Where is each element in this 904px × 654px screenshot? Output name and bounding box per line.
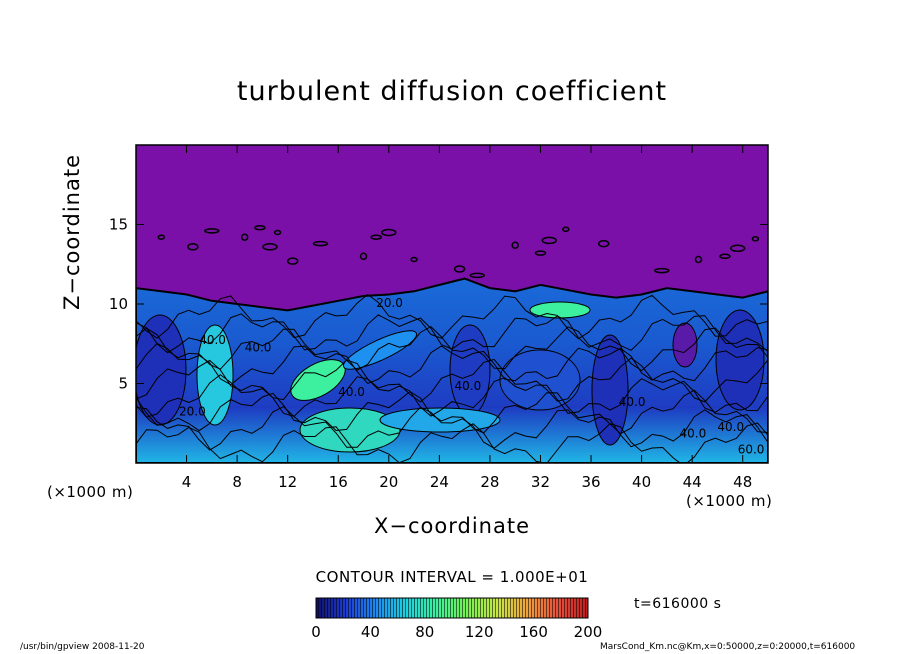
contour-label: 40.0 xyxy=(619,395,646,409)
colorbar-tick-label: 200 xyxy=(574,623,603,641)
y-axis-ticks: 5 10 15 xyxy=(109,216,768,393)
contour-speck xyxy=(729,244,746,253)
contour-speck xyxy=(694,255,703,264)
contour-line xyxy=(136,422,768,463)
contour-line xyxy=(136,405,768,451)
x-tick-label: 48 xyxy=(733,473,752,491)
y-tick-label: 5 xyxy=(118,375,128,393)
contour-label: 40.0 xyxy=(245,341,272,355)
contour-speck xyxy=(157,234,166,240)
x-tick-label: 28 xyxy=(480,473,499,491)
colorbar-ticks: 0 40 80 120 160 200 xyxy=(311,623,602,641)
contour-interval-text: CONTOUR INTERVAL = 1.000E+01 xyxy=(315,568,589,586)
eddy-region xyxy=(591,334,629,446)
colorbar-tick-label: 80 xyxy=(415,623,434,641)
contour-label: 40.0 xyxy=(338,385,365,399)
x-tick-label: 32 xyxy=(531,473,550,491)
eddy-region xyxy=(449,324,491,416)
y-axis-label: Z−coordinate xyxy=(60,154,84,310)
contour-speck xyxy=(654,267,670,274)
colorbar-tick-label: 160 xyxy=(519,623,548,641)
time-stamp: t=616000 s xyxy=(634,596,722,612)
chart-title: turbulent diffusion coefficient xyxy=(236,76,668,107)
contour-line xyxy=(136,389,768,435)
x-axis-unit-label: (×1000 m) xyxy=(686,492,773,510)
contour-speck xyxy=(240,233,249,241)
contour-lines xyxy=(136,293,768,463)
x-tick-label: 12 xyxy=(278,473,297,491)
x-tick-label: 16 xyxy=(329,473,348,491)
contour-label: 20.0 xyxy=(179,404,206,418)
axis-unit-label: (×1000 m) xyxy=(47,483,134,501)
y-tick-label: 10 xyxy=(109,295,128,313)
contour-speck xyxy=(286,257,299,265)
contour-line xyxy=(136,342,768,386)
eddy-region xyxy=(499,349,581,411)
y-tick-label: 15 xyxy=(109,216,128,234)
contour-speck xyxy=(562,226,570,233)
contour-line xyxy=(136,313,768,354)
upper-contour-specks xyxy=(157,224,760,279)
contour-speck xyxy=(534,250,547,256)
contour-label: 40.0 xyxy=(717,420,744,434)
contour-line xyxy=(136,374,768,418)
contour-line xyxy=(136,357,768,403)
contour-speck xyxy=(453,265,466,273)
contour-speck xyxy=(359,252,368,261)
contour-speck xyxy=(187,243,199,251)
contour-speck xyxy=(511,241,519,249)
contour-speck xyxy=(273,229,282,236)
contour-speck xyxy=(719,253,731,260)
eddy-region xyxy=(672,322,698,368)
eddy-region xyxy=(715,309,765,411)
x-tick-label: 4 xyxy=(182,473,192,491)
heatmap-field xyxy=(136,145,768,463)
contour-speck xyxy=(597,239,610,248)
colorbar-stripes xyxy=(316,598,588,618)
contour-speck xyxy=(410,256,418,263)
contour-speck xyxy=(469,272,486,279)
x-tick-label: 36 xyxy=(581,473,600,491)
footer-source: MarsCond_Km.nc@Km,x=0:50000,z=0:20000,t=… xyxy=(600,642,856,652)
contour-label: 40.0 xyxy=(680,427,707,441)
eddy-features xyxy=(136,301,765,453)
eddy-region xyxy=(299,407,401,453)
contour-speck xyxy=(262,243,278,251)
eddy-region xyxy=(529,301,591,319)
x-axis-label: X−coordinate xyxy=(374,514,530,538)
contour-label: 40.0 xyxy=(199,333,226,347)
contour-label: 40.0 xyxy=(455,379,482,393)
contour-speck xyxy=(204,228,220,234)
eddy-region xyxy=(196,324,234,426)
contour-speck xyxy=(254,224,266,231)
colorbar-frame xyxy=(315,597,589,619)
contour-labels: 20.0 40.0 40.0 40.0 40.0 40.0 40.0 60.0 20.0 40.0 xyxy=(179,296,764,456)
contour-label: 20.0 xyxy=(376,296,403,310)
contour-line xyxy=(136,293,768,340)
contour-speck xyxy=(751,236,760,242)
eddy-region xyxy=(343,330,417,370)
contour-speck xyxy=(381,228,397,237)
contour-label: 60.0 xyxy=(738,443,765,457)
x-tick-label: 40 xyxy=(632,473,651,491)
colorbar-tick-label: 40 xyxy=(361,623,380,641)
x-tick-label: 8 xyxy=(232,473,242,491)
contour-speck xyxy=(312,240,329,247)
colorbar-tick-label: 0 xyxy=(311,623,321,641)
colorbar-tick-label: 120 xyxy=(465,623,494,641)
x-tick-label: 44 xyxy=(683,473,702,491)
footer-program: /usr/bin/gpview 2008-11-20 xyxy=(20,642,145,652)
x-tick-label: 24 xyxy=(430,473,449,491)
contour-speck xyxy=(541,236,558,245)
x-tick-label: 20 xyxy=(379,473,398,491)
colorbar: 0 40 80 120 160 200 xyxy=(311,597,602,641)
contour-line xyxy=(136,325,768,372)
x-axis-ticks: 4 8 12 16 20 24 28 32 36 40 44 48 xyxy=(182,145,752,491)
contour-speck xyxy=(370,234,382,240)
